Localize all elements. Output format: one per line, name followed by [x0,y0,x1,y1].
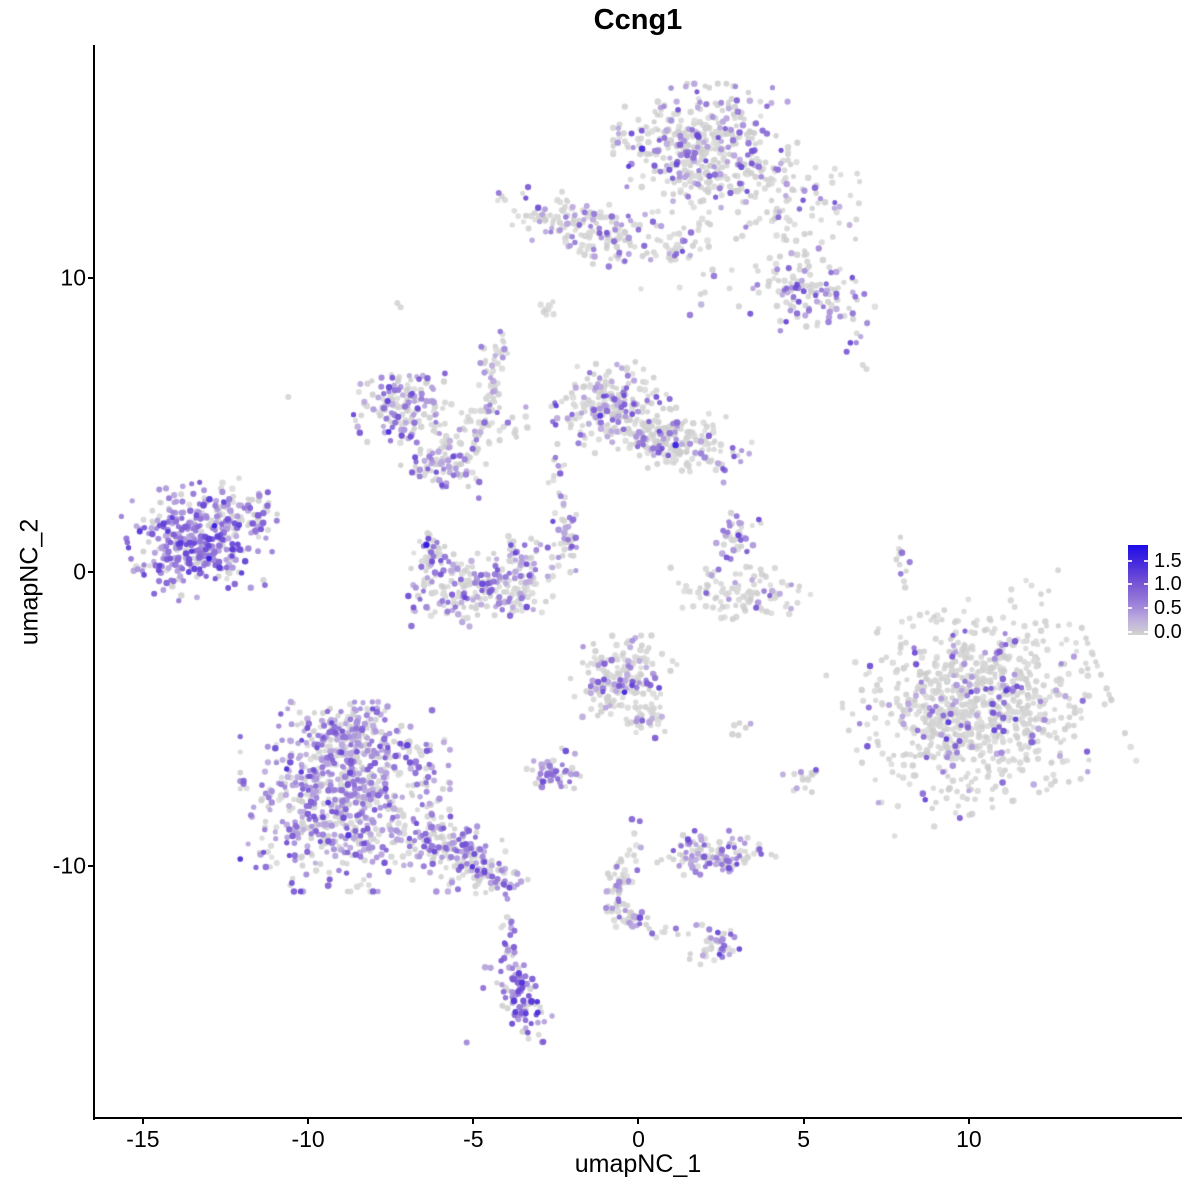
x-tick-label: -10 [291,1126,325,1152]
y-tick-label: 0 [73,558,86,585]
colorbar-tick-mark [1144,630,1148,633]
y-tick-label: 10 [60,264,86,291]
x-axis-title: umapNC_1 [574,1150,702,1178]
plot-title: Ccng1 [593,4,683,36]
colorbar-tick-mark [1128,559,1132,562]
colorbar-gradient [1128,545,1148,635]
colorbar-tick-mark [1128,606,1132,609]
y-tick-label: -10 [52,852,86,879]
y-tick-mark [88,570,94,573]
colorbar-tick-mark [1128,630,1132,633]
x-tick-label: 5 [797,1126,811,1152]
colorbar-tick-mark [1144,559,1148,562]
x-tick-label: 0 [632,1126,645,1152]
x-tick-label: -15 [126,1126,160,1152]
x-tick-label: 10 [956,1126,982,1152]
colorbar-label: 1.0 [1154,573,1182,596]
x-tick-mark [802,1118,805,1124]
colorbar-tick-mark [1144,606,1148,609]
colorbar-tick-mark [1144,583,1148,586]
colorbar-tick-mark [1128,583,1132,586]
colorbar-label: 0.5 [1154,596,1182,619]
x-tick-mark [472,1118,475,1124]
x-tick-mark [637,1118,640,1124]
x-tick-mark [307,1118,310,1124]
x-tick-mark [141,1118,144,1124]
x-tick-label: -5 [463,1126,484,1152]
y-axis-line [93,45,95,1120]
colorbar-label: 1.5 [1154,549,1182,572]
y-tick-mark [88,864,94,867]
y-axis-title: umapNC_2 [15,518,44,646]
y-tick-mark [88,276,94,279]
x-tick-mark [967,1118,970,1124]
colorbar-label: 0.0 [1154,620,1182,643]
